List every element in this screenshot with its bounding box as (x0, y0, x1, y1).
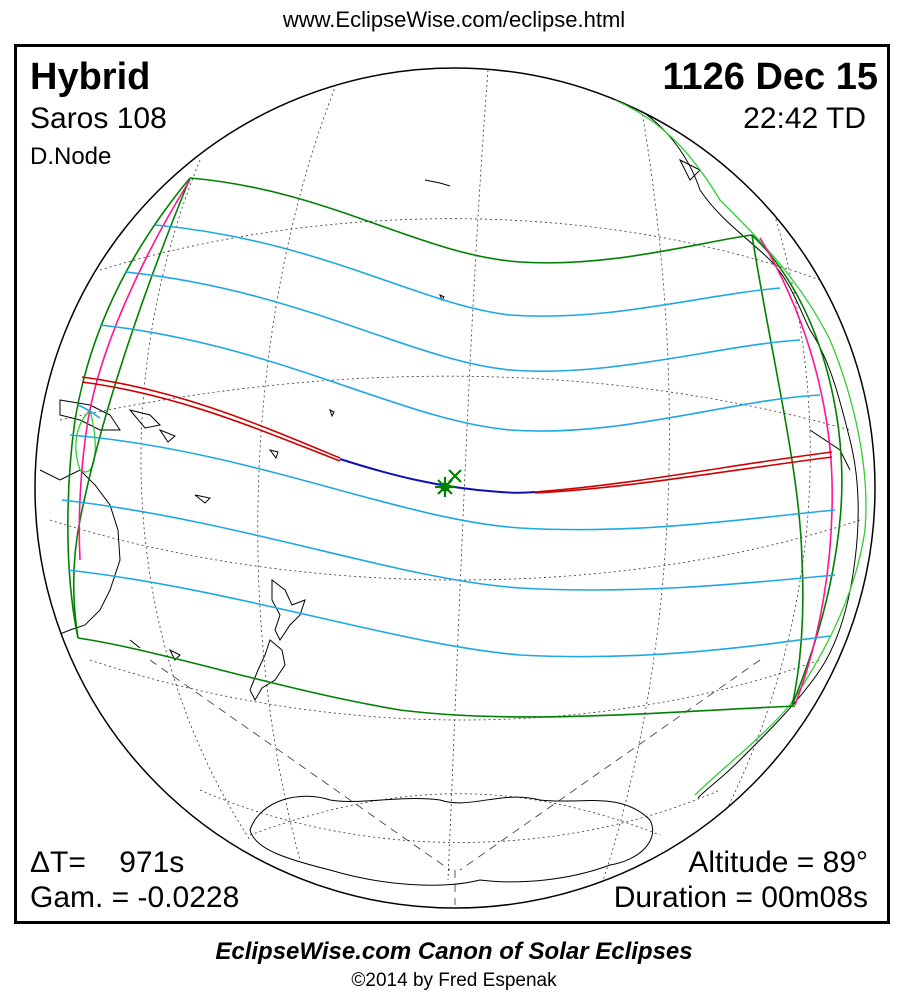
eclipse-time: 22:42 TD (743, 102, 866, 135)
central-path (81, 376, 833, 494)
node-label: D.Node (30, 143, 112, 170)
contour-line (154, 224, 781, 317)
southern-penumbral-limit (77, 637, 796, 718)
globe-outline (34, 67, 876, 909)
copyright: ©2014 by Fred Espenak (351, 970, 557, 991)
northern-penumbral-limit (189, 177, 753, 264)
central-duration: Duration = 00m08s (613, 881, 868, 914)
source-url[interactable]: www.EclipseWise.com/eclipse.html (282, 7, 626, 32)
canon-title: EclipseWise.com Canon of Solar Eclipses (215, 938, 693, 965)
polar-graticule (149, 659, 761, 905)
annular-path-west-2 (81, 381, 341, 462)
map-frame (14, 44, 890, 924)
annular-path-east (534, 451, 833, 493)
delta-t: ΔT= 971s (30, 846, 185, 879)
eastern-set-limit-outer (751, 234, 843, 707)
western-rise-limit (72, 177, 191, 639)
sun-altitude: Altitude = 89° (688, 846, 868, 879)
saros-series: Saros 108 (30, 102, 167, 135)
contour-line (67, 569, 831, 658)
eclipse-date: 1126 Dec 15 (662, 56, 878, 98)
sunrise-curve (78, 179, 191, 561)
eclipse-type: Hybrid (30, 56, 151, 98)
penumbra-outer-limit (614, 99, 867, 796)
contour-line (69, 434, 836, 531)
sunset-curve (759, 237, 833, 706)
subsolar-x-marker (448, 469, 462, 483)
total-path (339, 458, 536, 494)
gamma: Gam. = -0.0228 (30, 881, 240, 914)
eastern-set-limit (751, 234, 804, 707)
graticule (49, 69, 861, 891)
partial-contours (61, 224, 836, 658)
rise-set-curves (78, 179, 833, 706)
penumbral-limits (67, 177, 843, 718)
contour-line (124, 271, 801, 373)
contour-line (99, 324, 821, 432)
land-outlines (39, 109, 859, 886)
contour-line (61, 499, 836, 591)
western-rise-limit-outer (67, 177, 191, 639)
eclipse-globe-map (34, 67, 876, 909)
contour-line (77, 404, 101, 419)
annular-path-east-2 (534, 456, 833, 494)
annular-path-west (81, 376, 341, 459)
